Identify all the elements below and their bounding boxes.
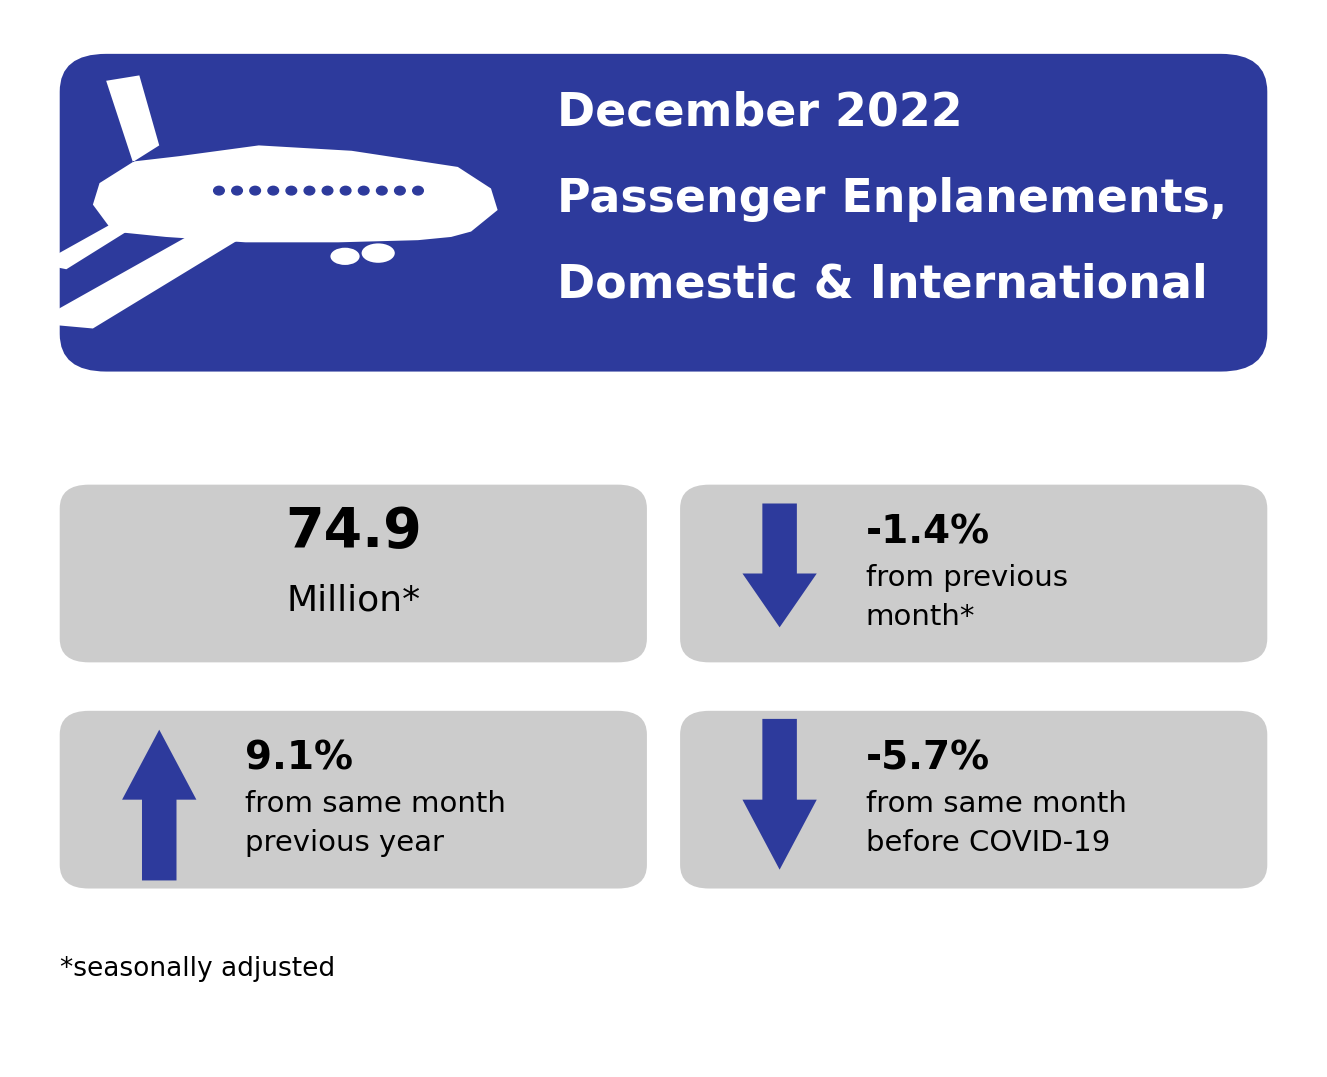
Circle shape: [340, 186, 350, 195]
Text: -5.7%: -5.7%: [865, 740, 990, 778]
Circle shape: [232, 186, 243, 195]
Polygon shape: [33, 215, 332, 328]
Circle shape: [304, 186, 314, 195]
Text: -1.4%: -1.4%: [865, 514, 990, 551]
FancyBboxPatch shape: [60, 54, 1267, 372]
Circle shape: [413, 186, 423, 195]
Text: Domestic & International: Domestic & International: [557, 263, 1208, 308]
Circle shape: [287, 186, 297, 195]
Text: 74.9: 74.9: [285, 505, 422, 560]
Text: from same month
previous year: from same month previous year: [245, 789, 507, 857]
Text: Million*: Million*: [287, 584, 421, 617]
Text: *seasonally adjusted: *seasonally adjusted: [60, 956, 334, 982]
Polygon shape: [122, 730, 196, 881]
Polygon shape: [742, 504, 816, 627]
Text: from previous
month*: from previous month*: [865, 563, 1068, 631]
FancyBboxPatch shape: [679, 711, 1267, 889]
Ellipse shape: [330, 248, 360, 265]
Text: Passenger Enplanements,: Passenger Enplanements,: [557, 177, 1227, 222]
FancyBboxPatch shape: [60, 485, 648, 662]
Circle shape: [377, 186, 387, 195]
FancyBboxPatch shape: [679, 485, 1267, 662]
Polygon shape: [40, 205, 173, 269]
Ellipse shape: [362, 243, 395, 263]
Text: from same month
before COVID-19: from same month before COVID-19: [865, 789, 1127, 857]
Polygon shape: [742, 719, 816, 870]
Circle shape: [322, 186, 333, 195]
Polygon shape: [93, 75, 498, 242]
Circle shape: [268, 186, 279, 195]
FancyBboxPatch shape: [60, 711, 648, 889]
Circle shape: [394, 186, 405, 195]
Circle shape: [358, 186, 369, 195]
Text: 9.1%: 9.1%: [245, 740, 353, 778]
Circle shape: [214, 186, 224, 195]
Text: December 2022: December 2022: [557, 90, 963, 136]
Circle shape: [249, 186, 260, 195]
